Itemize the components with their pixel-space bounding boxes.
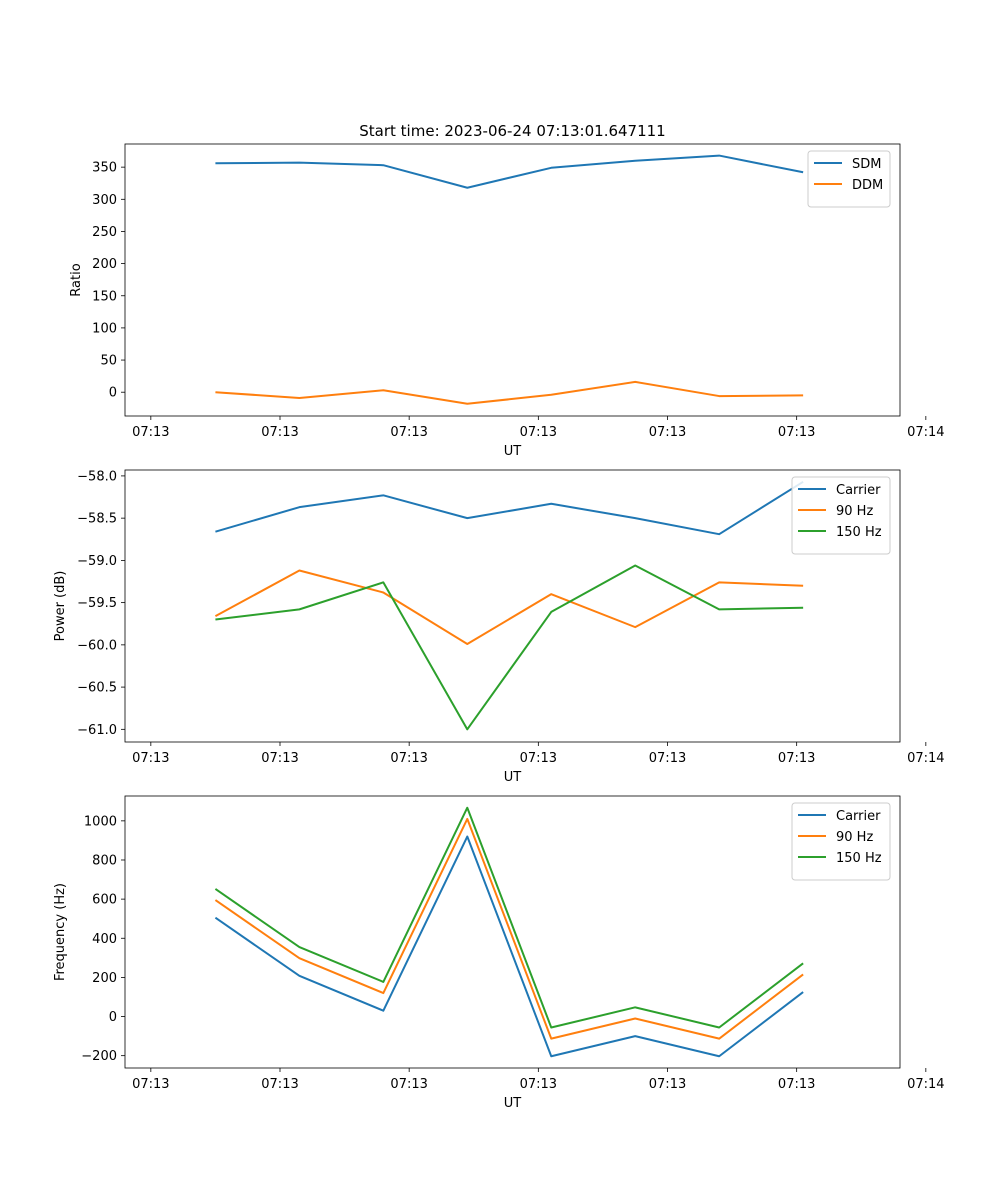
y-tick-label: 0 bbox=[109, 386, 117, 401]
series-line-150-hz bbox=[215, 564, 804, 731]
y-tick-label: −58.5 bbox=[77, 512, 117, 527]
legend: SDM DDM bbox=[807, 150, 891, 208]
y-tick-label: 200 bbox=[92, 971, 117, 986]
x-tick-label: 07:14 bbox=[907, 425, 944, 440]
chart-panel-2: 07:13 07:13 07:13 07:13 07:13 07:13 07:14 −61.0… bbox=[53, 469, 945, 785]
legend-label: Carrier bbox=[836, 809, 881, 824]
y-tick-label: −60.5 bbox=[77, 681, 117, 696]
chart-panel-1: 07:13 07:13 07:13 07:13 07:13 07:13 07:14 0 50 10… bbox=[69, 143, 945, 459]
series-line-90-hz bbox=[214, 817, 804, 1040]
chart-panel-3: 07:13 07:13 07:13 07:13 07:13 07:13 07:14 −200 0… bbox=[53, 795, 945, 1111]
y-tick-label: 350 bbox=[92, 161, 117, 176]
y-tick-label: −200 bbox=[81, 1049, 117, 1064]
x-tick-label: 07:13 bbox=[132, 751, 169, 766]
y-tick-label: 250 bbox=[92, 225, 117, 240]
y-tick-label: 0 bbox=[109, 1010, 117, 1025]
y-tick-label: 800 bbox=[92, 853, 117, 868]
x-tick-label: 07:13 bbox=[132, 1077, 169, 1092]
x-tick-label: 07:14 bbox=[907, 1077, 944, 1092]
y-tick-label: −59.5 bbox=[77, 596, 117, 611]
x-tick-label: 07:13 bbox=[261, 1077, 298, 1092]
x-tick-label: 07:13 bbox=[649, 425, 686, 440]
x-axis-label: UT bbox=[504, 1096, 522, 1111]
legend: Carrier 90 Hz 150 Hz bbox=[791, 476, 891, 555]
plot-area-frame bbox=[124, 143, 901, 417]
x-tick-label: 07:13 bbox=[649, 751, 686, 766]
legend-label: Carrier bbox=[836, 483, 881, 498]
x-tick-label: 07:13 bbox=[778, 751, 815, 766]
x-tick-label: 07:13 bbox=[390, 425, 427, 440]
y-tick-label: 100 bbox=[92, 321, 117, 336]
plot-area-frame bbox=[124, 795, 901, 1069]
x-tick-label: 07:13 bbox=[132, 425, 169, 440]
legend-box bbox=[791, 476, 891, 555]
y-tick-label: 50 bbox=[100, 354, 117, 369]
x-axis-label: UT bbox=[504, 770, 522, 785]
y-tick-label: 200 bbox=[92, 257, 117, 272]
x-tick-label: 07:13 bbox=[778, 425, 815, 440]
series-line-90-hz bbox=[214, 569, 804, 646]
y-tick-label: 1000 bbox=[84, 814, 117, 829]
series-line-carrier bbox=[214, 835, 804, 1058]
legend: Carrier 90 Hz 150 Hz bbox=[791, 802, 891, 881]
y-axis-label: Ratio bbox=[69, 263, 84, 296]
legend-box bbox=[807, 150, 891, 208]
legend-label: 90 Hz bbox=[836, 830, 873, 845]
x-tick-label: 07:13 bbox=[649, 1077, 686, 1092]
x-tick-label: 07:13 bbox=[390, 751, 427, 766]
legend-label: 90 Hz bbox=[836, 504, 873, 519]
x-tick-label: 07:13 bbox=[261, 425, 298, 440]
x-tick-label: 07:13 bbox=[261, 751, 298, 766]
series-line-carrier bbox=[215, 480, 804, 536]
x-tick-label: 07:13 bbox=[778, 1077, 815, 1092]
x-axis-label: UT bbox=[504, 444, 522, 459]
legend-label: DDM bbox=[852, 178, 883, 193]
y-axis-label: Power (dB) bbox=[53, 571, 68, 642]
series-line-sdm bbox=[215, 154, 804, 189]
legend-label: 150 Hz bbox=[836, 525, 882, 540]
y-tick-label: −60.0 bbox=[77, 638, 117, 653]
legend-box bbox=[791, 802, 891, 881]
x-tick-label: 07:13 bbox=[520, 425, 557, 440]
x-tick-label: 07:14 bbox=[907, 751, 944, 766]
y-tick-label: 400 bbox=[92, 932, 117, 947]
x-tick-label: 07:13 bbox=[520, 1077, 557, 1092]
y-tick-label: 300 bbox=[92, 193, 117, 208]
legend-label: SDM bbox=[852, 157, 881, 172]
y-tick-label: −59.0 bbox=[77, 554, 117, 569]
x-tick-label: 07:13 bbox=[520, 751, 557, 766]
series-line-ddm bbox=[215, 380, 804, 405]
x-tick-label: 07:13 bbox=[390, 1077, 427, 1092]
y-tick-label: −61.0 bbox=[77, 723, 117, 738]
y-axis-label: Frequency (Hz) bbox=[53, 883, 68, 981]
legend-label: 150 Hz bbox=[836, 851, 882, 866]
y-tick-label: 600 bbox=[92, 893, 117, 908]
y-tick-label: 150 bbox=[92, 289, 117, 304]
y-tick-label: −58.0 bbox=[77, 469, 117, 484]
series-line-150-hz bbox=[214, 806, 804, 1029]
figure-title: Start time: 2023-06-24 07:13:01.647111 bbox=[359, 122, 665, 140]
plot-area-frame bbox=[124, 469, 901, 743]
chart-panels: 07:13 07:13 07:13 07:13 07:13 07:13 07:14 0 50 10… bbox=[53, 143, 945, 1111]
